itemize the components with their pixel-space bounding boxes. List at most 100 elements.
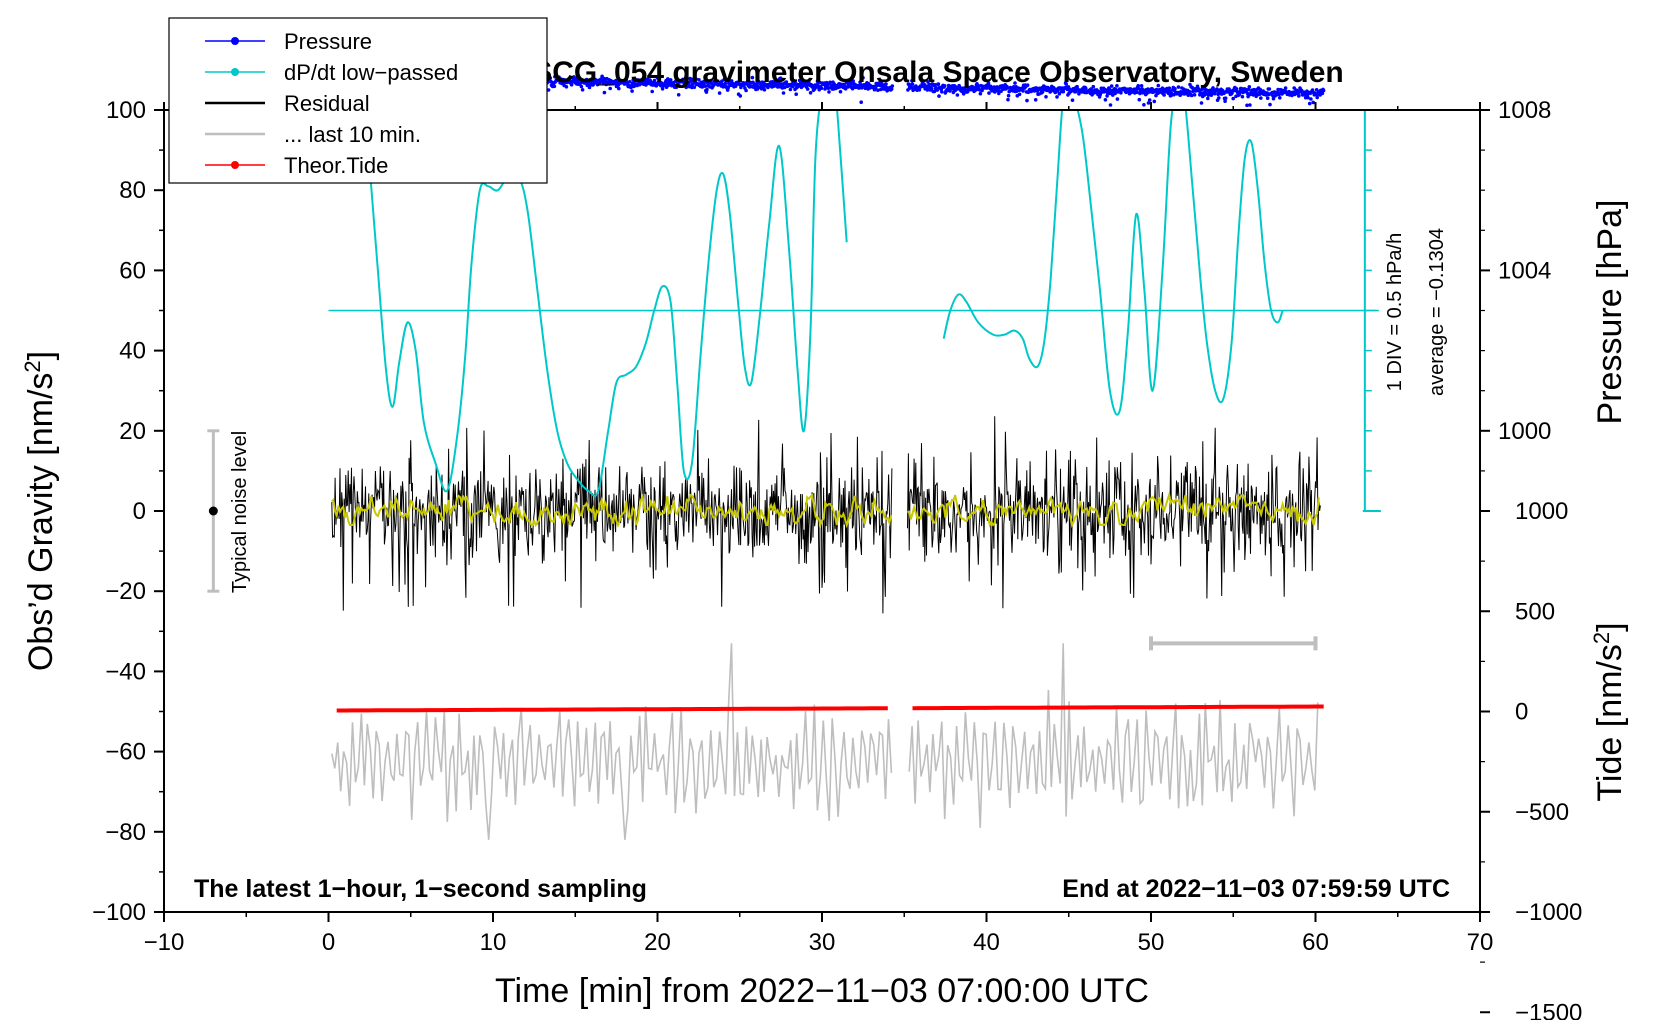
pressure-point [1311,100,1315,105]
pressure-point [781,91,786,95]
y-axis-title-tide-main: Tide [nm/s [1591,644,1629,801]
y-axis-title-tide: Tide [nm/s2] [1589,622,1629,801]
pressure-point [1245,91,1250,96]
pressure-point [660,87,665,91]
y-tick-label: −40 [105,658,146,685]
pressure-point [1167,86,1172,90]
pressure-point [986,81,991,85]
pressure-point [1139,84,1144,88]
pressure-point [859,100,863,104]
pressure-point [1115,84,1119,88]
pressure-point [1006,97,1010,102]
pressure-point [876,88,880,92]
pressure-point [942,84,947,88]
pressure-point [1278,96,1282,100]
pressure-point [1103,98,1108,102]
pressure-point [1314,88,1319,92]
x-tick-label: 10 [480,929,507,956]
dpdt-scale-div-label: 1 DIV = 0.5 hPa/h [1384,233,1406,391]
pressure-point [1268,102,1272,107]
x-tick-label: 20 [644,929,671,956]
pressure-point [738,94,743,98]
dpdt-line [368,110,848,497]
pressure-point [564,85,569,89]
pressure-point [694,77,698,81]
pressure-point [1091,84,1096,89]
pressure-point [1105,94,1109,98]
pressure-point [1119,91,1123,95]
legend-box [168,17,548,184]
pressure-point [723,81,728,86]
tide-line [912,704,1324,711]
x-tick-label: 70 [1467,929,1494,956]
pressure-point [617,86,621,91]
legend-label: Pressure [284,29,372,54]
legend: Pressure dP/dt low−passed Residual ... last… [168,17,548,184]
pressure-point [788,87,793,92]
pressure-point [1321,88,1326,93]
legend-item: Residual [205,91,370,116]
x-tick-label: 60 [1302,929,1329,956]
legend-item: ... last 10 min. [205,122,421,147]
dpdt-line [942,110,1284,416]
legend-label: Residual [284,91,370,116]
pressure-point [1032,89,1037,93]
pressure-point [1189,93,1194,98]
pressure-tick-label: 1000 [1498,418,1551,445]
pressure-point [724,77,728,81]
pressure-point [1283,86,1288,90]
pressure-point [978,91,983,96]
y-axis-title-tide-sup: 2 [1589,632,1614,644]
residual-smoothed-series [331,491,1320,529]
pressure-point [819,86,824,90]
pressure-point [1115,97,1120,101]
y-tick-label: 60 [119,257,146,284]
x-tick-label: 40 [973,929,1000,956]
pressure-point [851,79,855,83]
pressure-point [1077,92,1081,96]
legend-label: Theor.Tide [284,153,388,178]
y-tick-label: −80 [105,819,146,846]
pressure-point [1310,88,1315,92]
tide-tick-label: 0 [1515,699,1528,726]
pressure-point [650,89,654,94]
pressure-point [1006,93,1011,98]
pressure-point [702,79,707,84]
pressure-point [647,74,651,79]
pressure-point [936,82,941,86]
pressure-point [889,87,894,91]
pressure-point [808,91,813,95]
noise-level-label: Typical noise level [229,431,251,593]
pressure-point [1136,84,1140,88]
pressure-point [827,90,831,94]
pressure-point [1044,95,1048,99]
dpdt-series [368,110,1284,497]
pressure-point [1247,85,1252,89]
dpdt-average-label: average = −0.1304 [1426,228,1448,396]
pressure-point [1231,96,1235,101]
legend-marker [231,68,239,76]
last-10-min-series [331,643,1319,840]
pressure-point [584,77,589,82]
pressure-point [762,88,767,92]
pressure-point [975,82,979,86]
pressure-point [1237,92,1242,96]
pressure-point [1057,92,1062,96]
pressure-point [937,94,941,98]
pressure-point [746,79,750,84]
pressure-point [1013,81,1017,85]
pressure-point [1206,96,1210,101]
y-tick-label: −20 [105,578,146,605]
theoretical-tide-series [336,704,1324,713]
residual-line [907,416,1321,609]
pressure-point [553,74,557,79]
pressure-point [940,90,944,94]
pressure-point [703,84,707,88]
pressure-point [1156,83,1161,88]
tide-tick-label: −1000 [1515,899,1582,926]
pressure-point [917,88,922,92]
y-tick-label: 20 [119,418,146,445]
pressure-point [692,85,697,89]
pressure-point [744,88,748,93]
annotation-right: End at 2022−11−03 07:59:59 UTC [1062,875,1450,903]
